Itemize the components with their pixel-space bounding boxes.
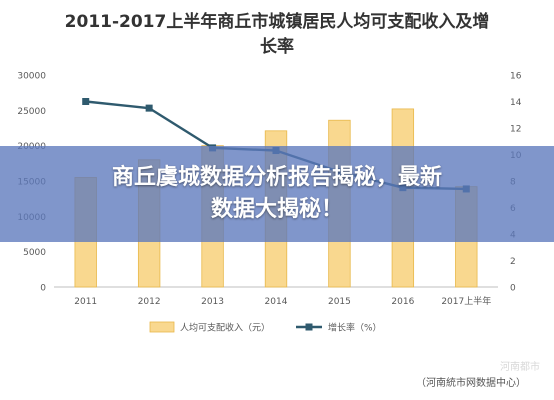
legend-swatch-marker: [305, 323, 313, 331]
headline-text: 商丘虞城数据分析报告揭秘，最新 数据大揭秘！: [42, 162, 512, 226]
x-tick-label: 2012: [138, 297, 161, 307]
chart-title: 2011-2017上半年商丘市城镇居民人均可支配收入及增 长率: [0, 0, 554, 60]
x-tick-label: 2013: [201, 297, 224, 307]
source-note: （河南統市网数据中心）: [416, 378, 526, 389]
right-tick-label: 2: [510, 257, 516, 267]
right-tick-label: 0: [510, 284, 516, 294]
line-point: [145, 104, 153, 112]
legend: 人均可支配收入（元） 增长率（%）: [149, 321, 382, 334]
line-point: [82, 98, 90, 105]
watermark: 河南都市: [500, 362, 540, 373]
headline-line-1: 商丘虞城数据分析报告揭秘，最新: [111, 165, 442, 190]
left-tick-label: 5000: [23, 248, 46, 258]
right-tick-label: 16: [510, 72, 522, 82]
headline-line-2: 数据大揭秘！: [210, 197, 343, 222]
x-tick-label: 2016: [391, 297, 414, 307]
left-tick-label: 30000: [17, 72, 46, 82]
legend-label-income: 人均可支配收入（元）: [180, 322, 270, 334]
x-tick-label: 2017上半年: [441, 295, 491, 307]
right-tick-label: 14: [510, 98, 522, 108]
legend-swatch-bar: [149, 321, 175, 333]
x-tick-label: 2015: [328, 297, 351, 307]
chart-title-line-1: 2011-2017上半年商丘市城镇居民人均可支配收入及增: [64, 12, 490, 32]
chart-title-line-2: 长率: [260, 37, 294, 57]
x-tick-label: 2014: [265, 297, 288, 307]
left-tick-label: 25000: [17, 107, 46, 117]
headline-banner: 商丘虞城数据分析报告揭秘，最新 数据大揭秘！: [0, 146, 554, 242]
left-tick-label: 0: [40, 284, 46, 294]
legend-label-growth: 增长率（%）: [328, 322, 382, 334]
x-axis-labels: 2011 2012 2013 2014 2015 2016 2017上半年: [74, 295, 491, 307]
x-tick-label: 2011: [74, 297, 97, 307]
right-tick-label: 12: [510, 125, 521, 135]
